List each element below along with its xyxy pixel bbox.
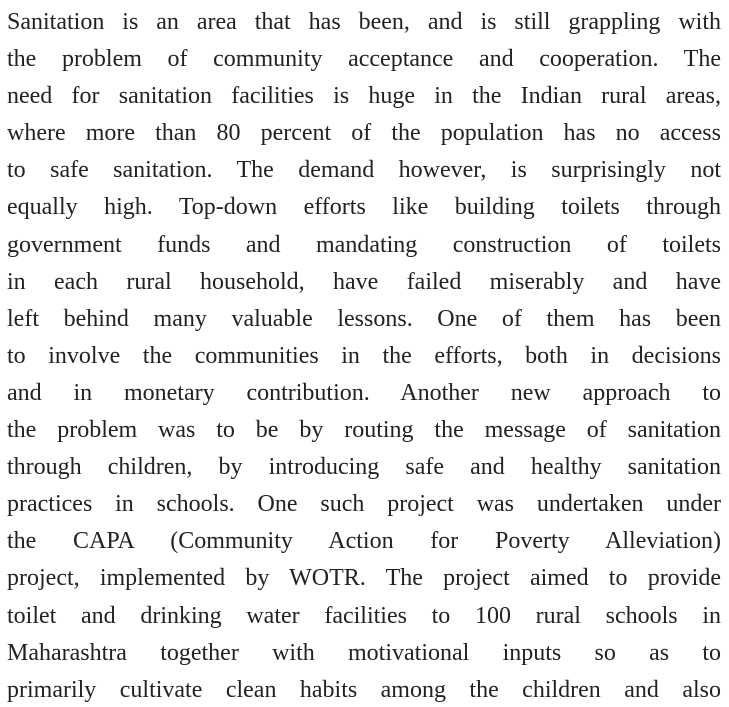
- text-line: to safe sanitation. The demand however, …: [7, 157, 721, 184]
- text-line: and in monetary contribution. Another ne…: [7, 379, 721, 406]
- text-line: Sanitation is an area that has been, and…: [7, 9, 721, 35]
- text-line: practices in schools. One such project w…: [7, 491, 721, 518]
- text-line: project, implemented by WOTR. The projec…: [7, 565, 721, 592]
- text-line: the problem of community acceptance and …: [7, 46, 721, 73]
- text-line: left behind many valuable lessons. One o…: [7, 305, 721, 332]
- text-line: equally high. Top-down efforts like buil…: [7, 194, 721, 221]
- text-line: Maharashtra together with motivational i…: [7, 639, 721, 666]
- text-line: government funds and mandating construct…: [7, 231, 721, 258]
- text-line: in each rural household, have failed mis…: [7, 268, 721, 295]
- text-line: the CAPA (Community Action for Poverty A…: [7, 528, 721, 555]
- text-line: where more than 80 percent of the popula…: [7, 120, 721, 147]
- text-line: toilet and drinking water facilities to …: [7, 602, 721, 629]
- text-line: through children, by introducing safe an…: [7, 454, 721, 481]
- text-line: to involve the communities in the effort…: [7, 342, 721, 369]
- text-line: the problem was to be by routing the mes…: [7, 417, 721, 444]
- text-line: primarily cultivate clean habits among t…: [7, 676, 721, 703]
- text-line: need for sanitation facilities is huge i…: [7, 83, 721, 110]
